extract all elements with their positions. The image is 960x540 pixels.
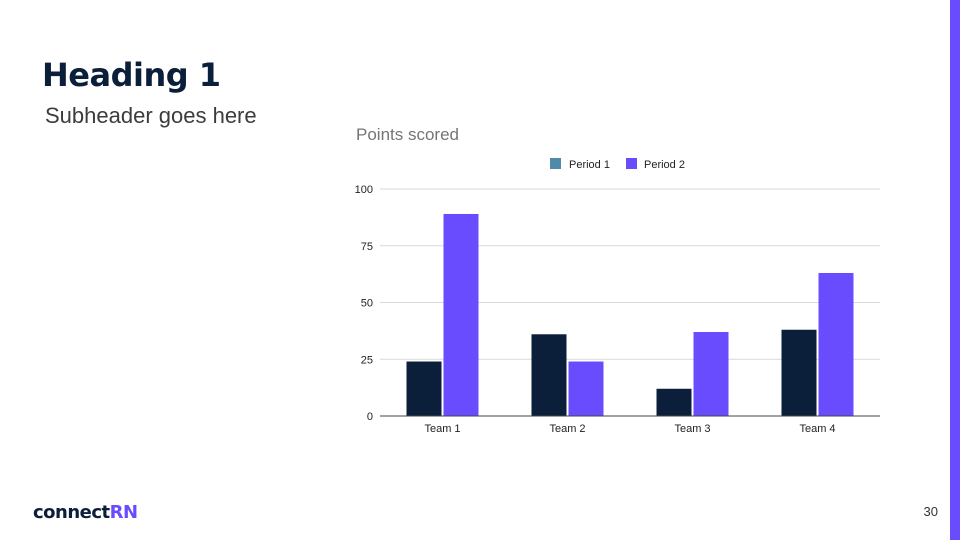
bar-team-3-period-2 (693, 332, 729, 416)
page-number: 30 (923, 504, 938, 519)
bar-team-1-period-1 (406, 361, 442, 416)
brand-logo-text-rn: RN (109, 502, 138, 523)
y-tick-label: 50 (361, 298, 373, 310)
x-tick-label: Team 4 (799, 423, 835, 435)
chart-y-ticks: 0 25 50 75 100 (355, 184, 373, 423)
chart-title: Points scored (356, 125, 459, 144)
y-tick-label: 100 (355, 184, 373, 196)
legend-label-period-2: Period 2 (644, 159, 685, 171)
x-tick-label: Team 2 (549, 423, 585, 435)
y-tick-label: 25 (361, 354, 373, 366)
bar-team-2-period-2 (568, 361, 604, 416)
chart-x-ticks: Team 1 Team 2 Team 3 Team 4 (424, 423, 835, 435)
bar-team-3-period-1 (656, 388, 692, 416)
y-tick-label: 0 (367, 411, 373, 423)
legend-swatch-period-1 (550, 158, 561, 169)
bar-team-2-period-1 (531, 334, 567, 416)
brand-logo: connectRN (33, 502, 138, 523)
accent-bar (950, 0, 960, 540)
bar-team-4-period-1 (781, 329, 817, 416)
legend-swatch-period-2 (626, 158, 637, 169)
x-tick-label: Team 3 (674, 423, 710, 435)
y-tick-label: 75 (361, 241, 373, 253)
legend-label-period-1: Period 1 (569, 159, 610, 171)
chart-bars (406, 213, 854, 416)
x-tick-label: Team 1 (424, 423, 460, 435)
bar-team-4-period-2 (818, 272, 854, 416)
chart-legend: Period 1 Period 2 (550, 158, 685, 171)
bar-chart: Points scored Period 1 Period 2 0 25 50 75 1… (355, 125, 880, 435)
brand-logo-text-connect: connect (33, 502, 110, 523)
page-title: Heading 1 (42, 56, 221, 94)
page-subheader: Subheader goes here (45, 103, 257, 128)
bar-team-1-period-2 (443, 213, 479, 416)
